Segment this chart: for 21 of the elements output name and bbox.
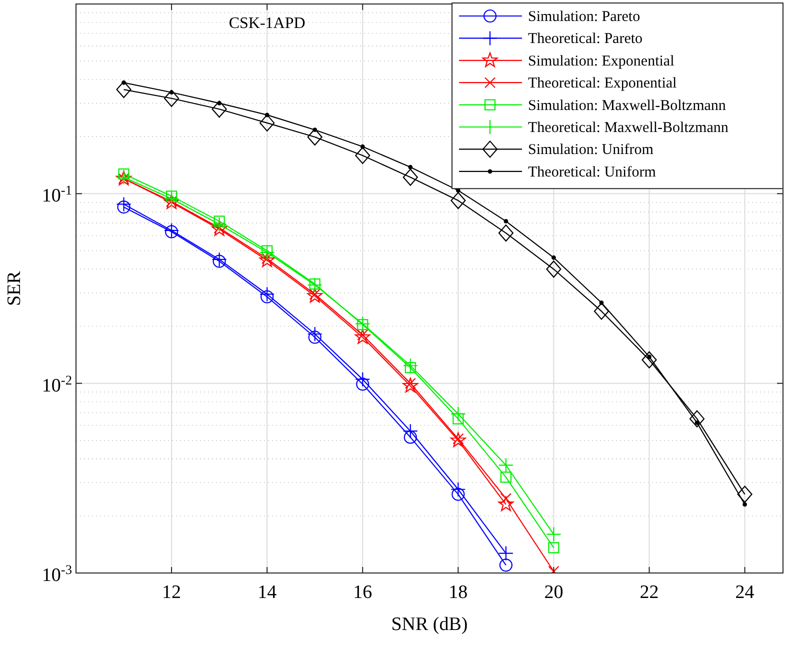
legend-label: Theoretical: Pareto (528, 31, 643, 48)
x-tick-label: 24 (735, 582, 755, 603)
legend-label: Simulation: Pareto (528, 9, 640, 25)
legend-label: Simulation: Unifrom (528, 142, 654, 158)
x-tick-label: 20 (544, 582, 564, 603)
y-tick-label: 10$^{-3}$ (42, 562, 72, 586)
y-axis-title: SER (4, 270, 25, 306)
legend-label: Simulation: Exponential (528, 53, 674, 70)
x-tick-label: 16 (353, 582, 372, 603)
x-tick-label: 14 (258, 582, 278, 603)
x-tick-label: 22 (640, 582, 659, 603)
x-tick-label: 18 (448, 582, 468, 603)
x-axis-title: SNR (dB) (391, 614, 468, 635)
x-tick-label: 12 (162, 582, 182, 603)
text: CSK-1APD (228, 15, 306, 32)
y-tick-label: 10$^{-2}$ (42, 372, 72, 396)
legend-label: Theoretical: Maxwell-Boltzmann (528, 120, 729, 136)
legend-label: Simulation: Maxwell-Boltzmann (528, 98, 726, 114)
legend-label: Theoretical: Uniform (528, 164, 656, 180)
legend-label: Theoretical: Exponential (528, 76, 677, 92)
y-tick-label: 10$^{-1}$ (42, 182, 72, 207)
